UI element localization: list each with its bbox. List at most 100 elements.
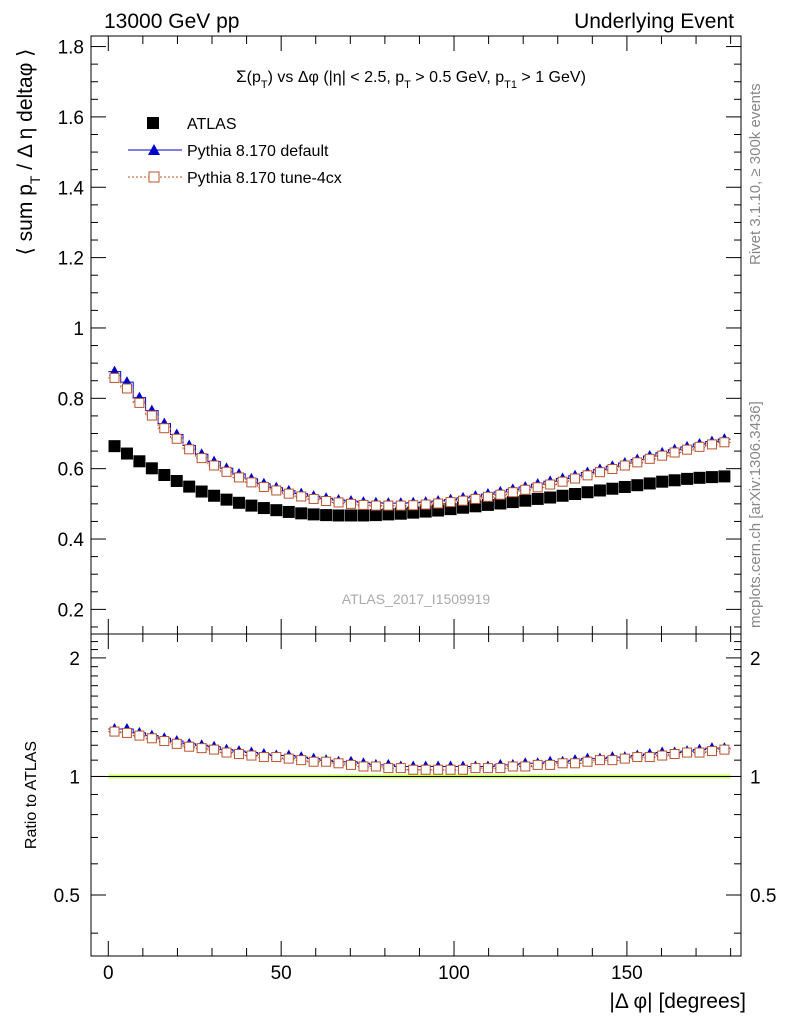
main-point-tune [283, 488, 294, 499]
analysis-watermark: ATLAS_2017_I1509919 [342, 591, 491, 607]
main-point-atlas [544, 491, 557, 504]
main-point-tune [495, 489, 506, 500]
rivet-label: Rivet 3.1.10, ≥ 300k events [747, 83, 764, 265]
main-point-tune [694, 441, 705, 452]
ratio-point-tune [159, 736, 170, 747]
main-point-tune [296, 491, 307, 502]
main-point-atlas [220, 493, 233, 506]
ratio-point-tune [408, 764, 419, 775]
ratio-point-tune [296, 755, 307, 766]
x-tick-label: 150 [611, 963, 643, 984]
main-y-tick-label: 1.6 [58, 108, 84, 129]
main-point-tune [532, 482, 543, 493]
ratio-point-tune [706, 746, 717, 757]
legend-atlas-label: ATLAS [187, 116, 237, 133]
main-point-tune [657, 450, 668, 461]
main-y-tick-label: 0.4 [58, 530, 85, 551]
header-right: Underlying Event [574, 10, 734, 33]
main-point-atlas [593, 484, 606, 497]
main-point-atlas [295, 507, 308, 520]
ratio-point-tune [557, 758, 568, 769]
main-point-tune [209, 460, 220, 471]
main-point-tune [594, 467, 605, 478]
legend-default-marker [148, 144, 160, 155]
main-point-tune [570, 473, 581, 484]
main-series-atlas [108, 440, 731, 522]
main-point-atlas [631, 479, 644, 492]
ratio-point-tune [619, 753, 630, 764]
main-point-atlas [282, 505, 295, 518]
ratio-series-pythia-8-170-tune-4cx [108, 726, 731, 775]
ratio-point-tune [121, 727, 132, 738]
main-point-tune [121, 383, 132, 394]
main-point-tune [333, 497, 344, 508]
main-point-tune [669, 447, 680, 458]
main-point-atlas [332, 509, 345, 522]
main-point-tune [644, 453, 655, 464]
ratio-point-tune [545, 759, 556, 770]
ratio-point-tune [184, 741, 195, 752]
x-tick-label: 50 [271, 963, 292, 984]
main-point-tune [346, 498, 356, 509]
ratio-y-tick-label-right: 2 [750, 649, 761, 670]
main-point-atlas [120, 447, 133, 460]
main-point-atlas [618, 480, 631, 493]
main-point-atlas [494, 497, 507, 510]
ratio-point-tune [470, 763, 481, 774]
ratio-point-tune [171, 738, 182, 749]
x-tick-label: 0 [103, 963, 114, 984]
ratio-point-tune [321, 756, 332, 767]
ratio-y-tick-label: 0.5 [54, 886, 80, 907]
ratio-point-tune [196, 743, 207, 754]
main-point-tune [196, 453, 207, 464]
main-point-atlas [369, 509, 382, 522]
main-series [108, 365, 731, 522]
main-point-atlas [357, 509, 370, 522]
ratio-y-tick-labels: 0.5 0.5 1 1 2 2 [54, 649, 777, 907]
main-series-pythia-8-170-tune-4cx [108, 372, 731, 511]
main-point-tune [545, 479, 556, 490]
main-point-atlas [208, 489, 221, 502]
ratio-point-tune [507, 761, 518, 772]
ratio-point-tune [283, 753, 294, 764]
main-y-tick-label: 1 [73, 319, 84, 340]
main-point-tune [719, 437, 730, 448]
main-point-atlas [681, 472, 694, 485]
ratio-point-tune [532, 759, 543, 770]
main-point-atlas [245, 499, 258, 512]
main-point-atlas [145, 462, 158, 475]
ratio-point-tune [570, 758, 581, 769]
main-point-tune [184, 444, 195, 455]
main-point-atlas [481, 498, 494, 511]
ratio-point-tune [458, 764, 469, 775]
ratio-point-tune [333, 758, 344, 769]
ratio-point-tune [694, 747, 705, 758]
ratio-point-tune [383, 763, 394, 774]
main-point-atlas [345, 509, 357, 522]
main-point-tune [682, 444, 693, 455]
main-point-atlas [183, 480, 196, 493]
main-point-tune [321, 496, 332, 507]
ratio-point-tune [657, 750, 668, 761]
ratio-panel: 0.5 0.5 1 1 2 2 Ratio to ATLAS 0 50 100 150 |Δ φ… [23, 633, 777, 1013]
main-point-tune [433, 498, 444, 509]
main-point-atlas [581, 486, 594, 499]
main-y-tick-label: 1.4 [58, 178, 85, 199]
main-point-atlas [531, 492, 544, 505]
main-point-atlas [195, 485, 208, 498]
ratio-point-tune [445, 764, 456, 775]
ratio-point-tune [669, 749, 680, 760]
ratio-point-tune [246, 750, 257, 761]
ratio-y-tick-label: 1 [69, 767, 80, 788]
main-point-tune [358, 499, 369, 510]
ratio-point-tune [607, 755, 618, 766]
main-point-tune [233, 472, 244, 483]
x-tick-label: 100 [438, 963, 470, 984]
ratio-point-tune [258, 752, 269, 763]
ratio-point-tune [482, 763, 493, 774]
ratio-point-tune [134, 730, 145, 741]
ratio-point-tune [346, 759, 356, 770]
ratio-point-tune [632, 752, 643, 763]
main-point-tune [159, 423, 170, 434]
